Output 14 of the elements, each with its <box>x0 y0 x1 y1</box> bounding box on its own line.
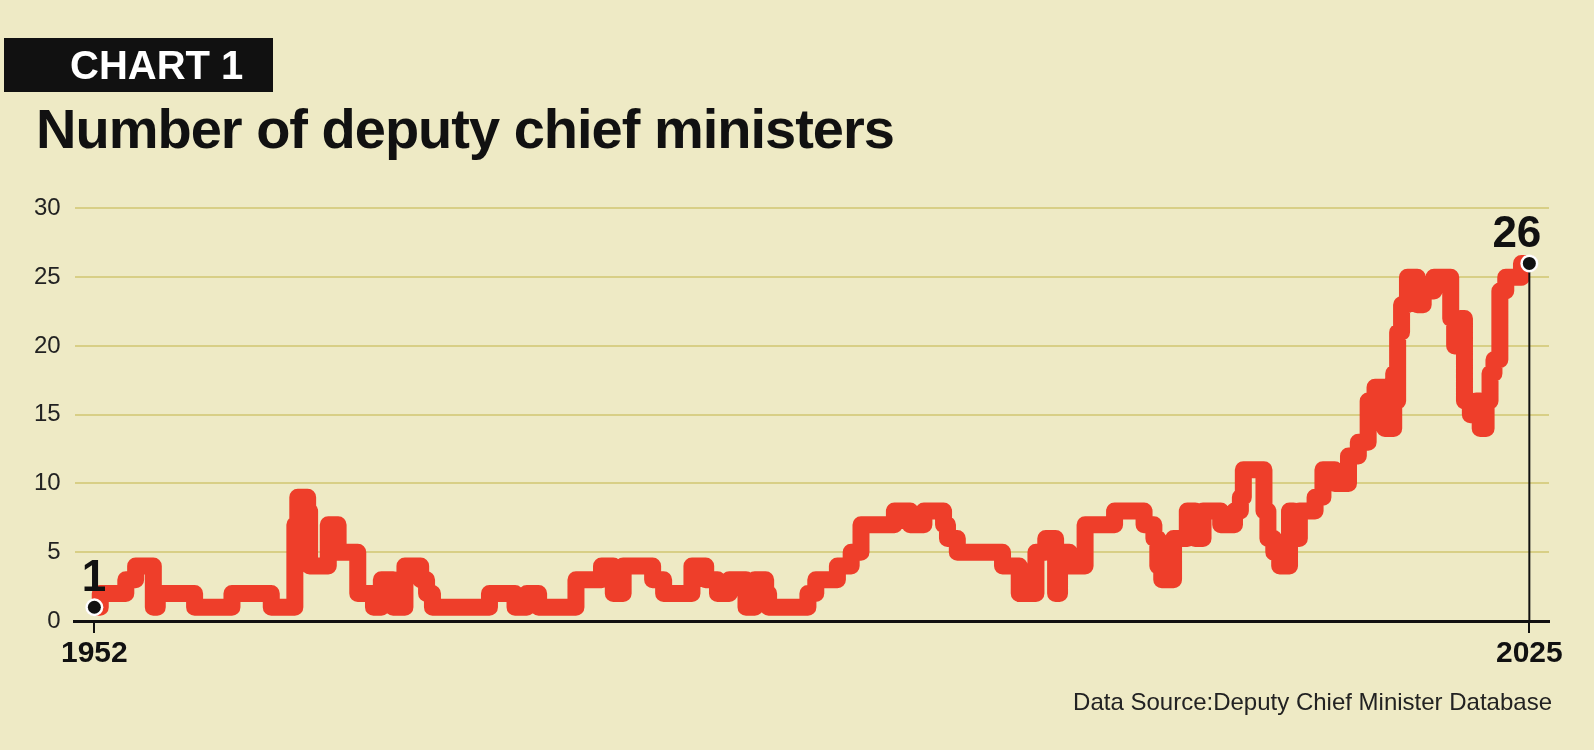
y-tick-label: 15 <box>33 399 61 427</box>
y-tick-label: 0 <box>47 605 61 633</box>
y-tick-label: 5 <box>47 536 61 564</box>
x-tick-label: 1952 <box>60 635 128 669</box>
chart-title: Number of deputy chief ministers <box>36 96 894 161</box>
y-tick-label: 25 <box>33 261 61 289</box>
annotation: 1 <box>81 551 107 601</box>
annotation: 26 <box>1492 207 1542 257</box>
y-tick-label: 10 <box>33 468 61 496</box>
chart-subtitle: CHART 1 <box>4 38 274 92</box>
y-tick-label: 30 <box>33 193 61 221</box>
source-note: Data Source:Deputy Chief Minister Database <box>1073 688 1552 716</box>
x-tick-label: 2025 <box>1495 635 1563 669</box>
y-tick-label: 20 <box>33 330 61 358</box>
